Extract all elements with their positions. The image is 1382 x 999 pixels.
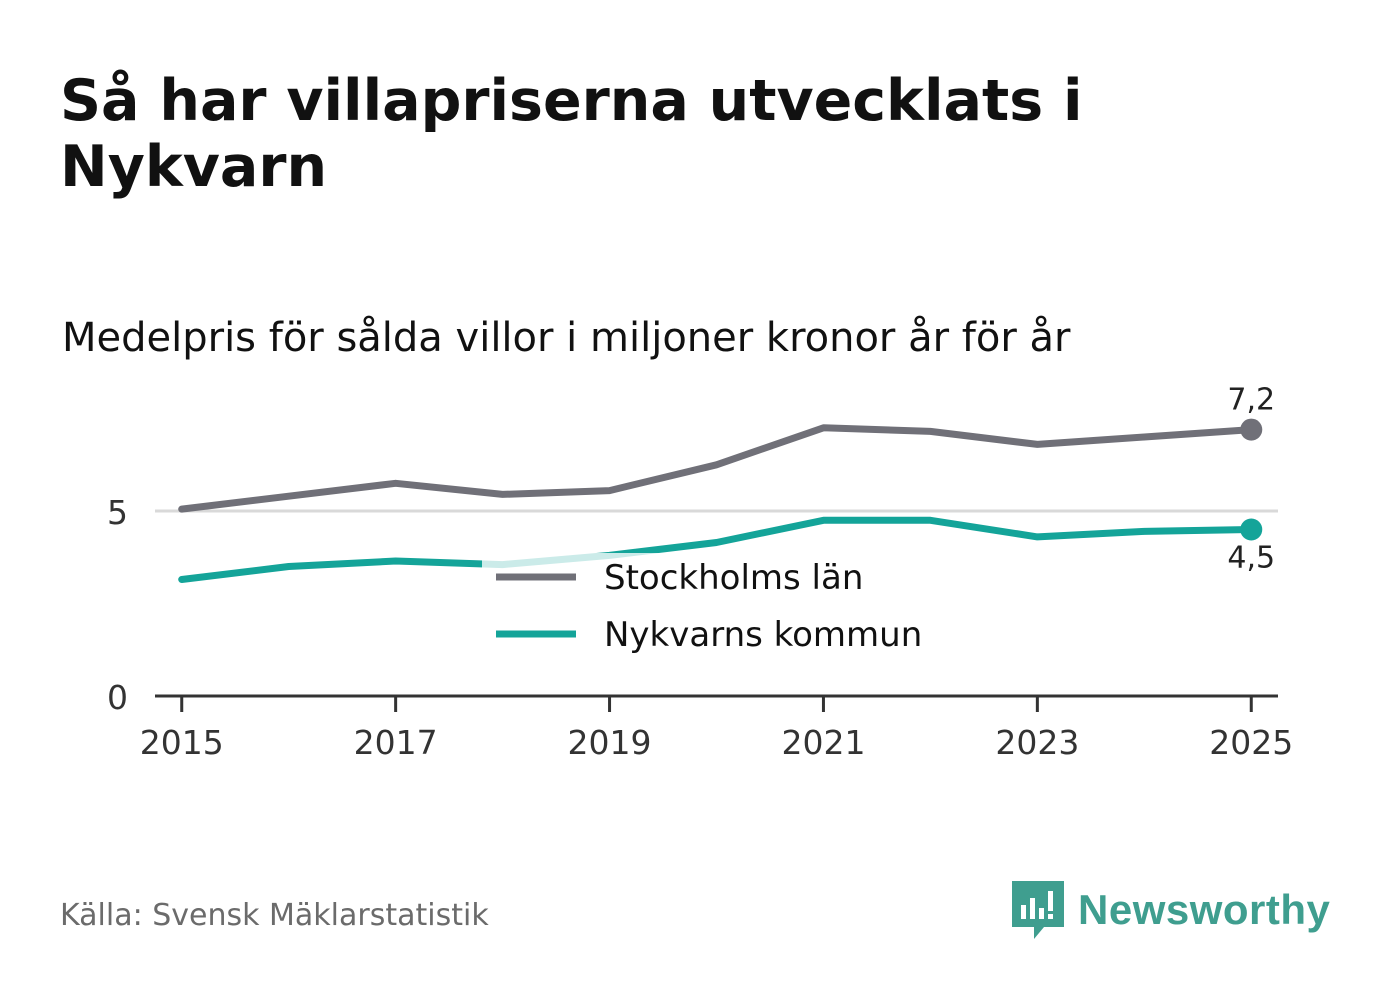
brand-name: Newsworthy (1078, 886, 1331, 933)
legend-background (482, 553, 942, 658)
series-line-2 (178, 516, 1255, 583)
x-tick-label-2017: 2017 (354, 723, 438, 762)
source-note: Källa: Svensk Mäklarstatistik (60, 898, 489, 933)
x-tick-label-2021: 2021 (781, 723, 865, 762)
brand[interactable]: Newsworthy (1012, 880, 1330, 940)
x-tick-label-2025: 2025 (1209, 723, 1293, 762)
data-label-2: 4,5 (1227, 541, 1275, 576)
legend-label-2: Nykvarns kommun (604, 615, 922, 655)
series-line-1 (178, 424, 1255, 513)
chart-title: Så har villapriserna utvecklats i Nykvar… (60, 68, 1083, 200)
y-tick-label-5: 5 (107, 493, 128, 532)
x-tick-label-2023: 2023 (995, 723, 1079, 762)
series-endpoint-2 (1240, 518, 1263, 541)
newsworthy-logo-icon (1012, 881, 1064, 939)
x-tick-label-2019: 2019 (568, 723, 652, 762)
legend-label-1: Stockholms län (604, 558, 863, 598)
chart-subtitle: Medelpris för sålda villor i miljoner kr… (62, 315, 1071, 361)
y-tick-label-0: 0 (107, 678, 128, 717)
x-tick-label-2015: 2015 (140, 723, 224, 762)
series-endpoint-1 (1240, 418, 1263, 441)
data-label-1: 7,2 (1227, 383, 1275, 418)
